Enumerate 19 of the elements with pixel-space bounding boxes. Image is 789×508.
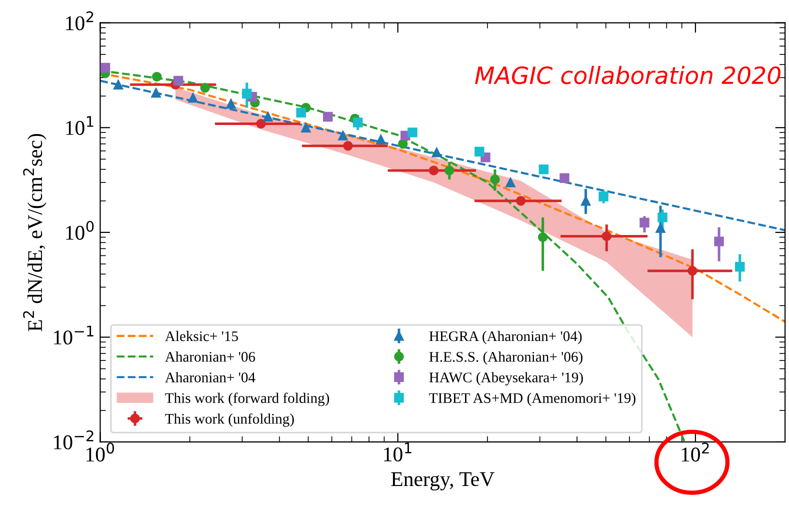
legend-label: Aharonian+ '04 xyxy=(165,372,256,382)
x-tick-label: 10$^{0}$ xyxy=(86,442,114,462)
legend-label: H.E.S.S. (Aharonian+ '06) xyxy=(429,351,582,365)
x-axis-title: Energy, TeV xyxy=(391,472,494,490)
annotation: MAGIC collaboration 2020 xyxy=(475,66,780,84)
legend-label: TIBET AS+MD (Amenomori+ '19) xyxy=(429,392,636,406)
legend-label: HEGRA (Aharonian+ '04) xyxy=(429,330,582,344)
x-tick-label: 10$^{2}$ xyxy=(682,442,709,462)
y-axis-title: E$^{2}$ dN/dE, eV/(cm$^{2}$sec) xyxy=(23,134,46,332)
y-tick-label: 10$^{−1}$ xyxy=(54,326,94,345)
y-tick-label: 10$^{1}$ xyxy=(66,116,94,135)
y-tick-label: 10$^{0}$ xyxy=(66,220,94,240)
legend-label: This work (forward folding) xyxy=(165,392,330,406)
legend-label: Aleksic+ '15 xyxy=(165,330,238,342)
y-tick-label: 10$^{2}$ xyxy=(66,11,94,30)
legend-label: HAWC (Abeysekara+ '19) xyxy=(429,372,583,386)
legend-label: This work (unfolding) xyxy=(165,413,294,427)
x-tick-label: 10$^{1}$ xyxy=(384,442,412,462)
legend-label: Aharonian+ '06 xyxy=(165,351,256,362)
